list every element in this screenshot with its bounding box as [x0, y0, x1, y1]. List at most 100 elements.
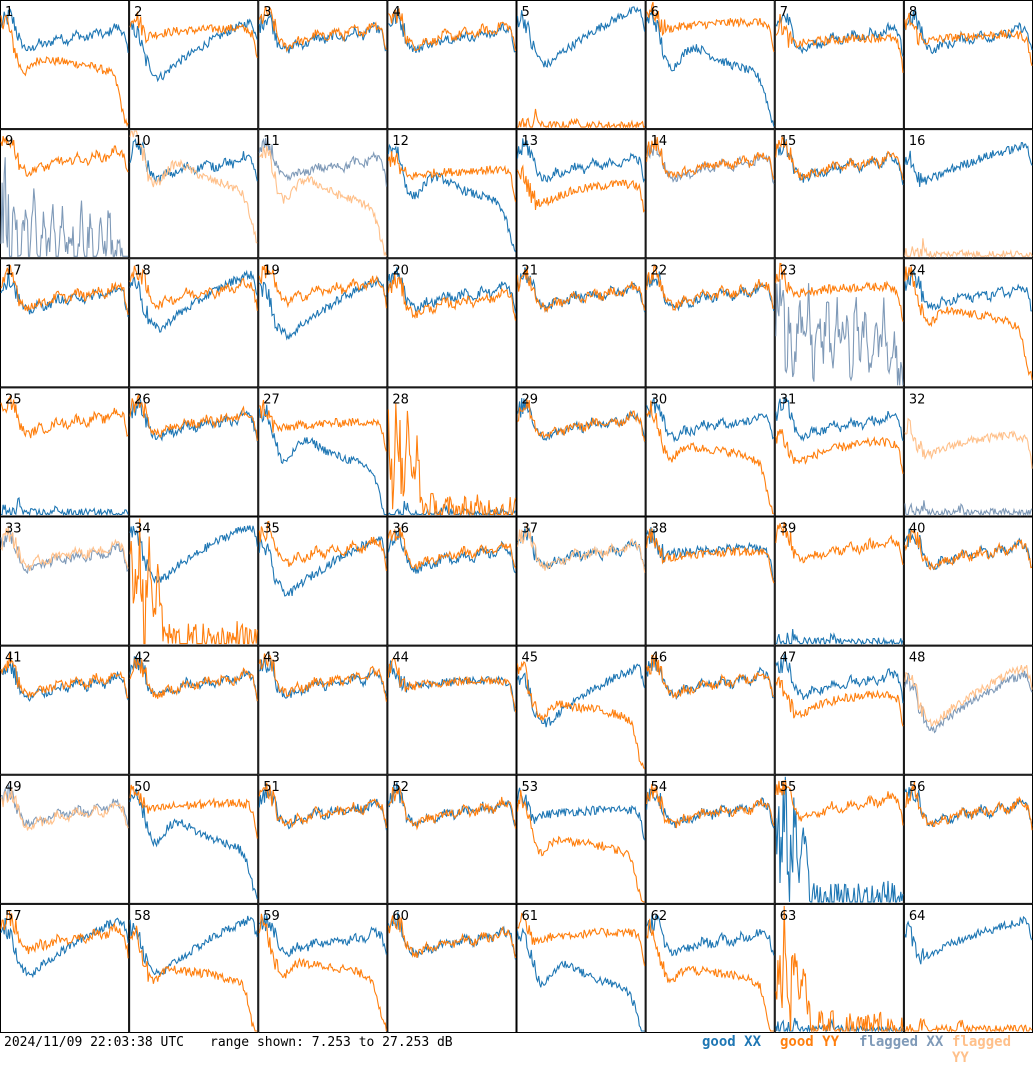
panel-52: 52 — [387, 774, 517, 904]
series-yy-line — [259, 399, 387, 452]
series-xx-line — [258, 276, 387, 341]
panel-frame — [645, 645, 775, 775]
panel-label: 55 — [780, 780, 797, 795]
series-yy-line — [517, 108, 645, 130]
series-yy-line — [387, 915, 517, 959]
panel-label: 36 — [392, 522, 409, 537]
panel-frame — [0, 0, 130, 130]
series-xx-line — [129, 396, 258, 442]
panel-frame — [0, 258, 130, 388]
series-xx-line — [387, 530, 516, 574]
series-yy-line — [259, 145, 387, 257]
panel-64: 64 — [903, 903, 1033, 1033]
panel-label: 26 — [134, 392, 151, 407]
panel-frame — [0, 516, 130, 646]
panel-frame — [387, 0, 517, 130]
panel-43: 43 — [258, 645, 388, 775]
panel-13: 13 — [516, 129, 646, 259]
series-yy-line — [646, 264, 775, 311]
panel-39: 39 — [774, 516, 904, 646]
series-xx-line — [258, 784, 387, 831]
series-yy-line — [516, 523, 646, 573]
panel-34: 34 — [129, 516, 259, 646]
panel-label: 18 — [134, 263, 151, 278]
panel-26: 26 — [129, 387, 259, 517]
series-yy-line — [904, 1018, 1033, 1033]
panel-label: 32 — [909, 392, 926, 407]
panel-label: 27 — [263, 392, 280, 407]
panel-20: 20 — [387, 258, 517, 388]
panel-label: 4 — [392, 5, 400, 20]
series-xx-line — [775, 396, 904, 442]
panel-frame — [774, 903, 904, 1033]
series-xx-line — [904, 500, 1033, 517]
panel-44: 44 — [387, 645, 517, 775]
series-xx-line — [904, 9, 1033, 55]
panel-label: 58 — [134, 909, 151, 924]
panel-label: 48 — [909, 651, 926, 666]
panel-frame — [258, 387, 388, 517]
panel-label: 46 — [651, 651, 668, 666]
series-xx-line — [129, 269, 258, 333]
series-xx-line — [775, 629, 904, 646]
panel-frame — [129, 387, 259, 517]
panel-48: 48 — [903, 645, 1033, 775]
panel-label: 12 — [392, 134, 409, 149]
panel-label: 14 — [651, 134, 668, 149]
series-yy-line — [129, 925, 258, 1032]
panel-label: 3 — [263, 5, 271, 20]
series-yy-line — [904, 12, 1033, 66]
series-yy-line — [775, 905, 904, 1033]
panel-10: 10 — [129, 129, 259, 259]
series-yy-line — [129, 394, 258, 441]
series-yy-line — [129, 784, 258, 839]
series-yy-line — [129, 265, 258, 311]
series-xx-line — [516, 787, 646, 841]
panel-label: 47 — [780, 651, 797, 666]
panel-label: 29 — [522, 392, 539, 407]
series-yy-line — [516, 265, 646, 314]
series-yy-line — [129, 130, 258, 244]
panel-50: 50 — [129, 774, 259, 904]
series-yy-line — [646, 784, 775, 829]
series-yy-line — [517, 399, 646, 442]
panel-25: 25 — [0, 387, 130, 517]
panel-30: 30 — [645, 387, 775, 517]
panel-label: 8 — [909, 5, 917, 20]
series-xx-line — [1, 497, 129, 517]
series-yy-line — [775, 429, 904, 474]
panel-frame — [258, 0, 388, 130]
series-xx-line — [258, 13, 387, 54]
panel-frame — [387, 645, 517, 775]
panel-label: 62 — [651, 909, 668, 924]
panel-58: 58 — [129, 903, 259, 1033]
panel-35: 35 — [258, 516, 388, 646]
panel-frame — [774, 645, 904, 775]
panel-frame — [387, 129, 517, 259]
panel-label: 57 — [5, 909, 22, 924]
panel-frame — [387, 903, 517, 1033]
series-xx-line — [129, 915, 258, 978]
series-yy-line — [0, 909, 129, 959]
panel-label: 51 — [263, 780, 280, 795]
panel-41: 41 — [0, 645, 130, 775]
panel-label: 50 — [134, 780, 151, 795]
panel-23: 23 — [774, 258, 904, 388]
panel-frame — [0, 774, 130, 904]
legend-flagged-xx: flagged XX — [859, 1034, 944, 1050]
panel-frame — [774, 258, 904, 388]
series-yy-line — [0, 653, 129, 699]
series-yy-line — [516, 660, 646, 770]
panel-frame — [258, 774, 388, 904]
panel-label: 10 — [134, 134, 151, 149]
panel-12: 12 — [387, 129, 517, 259]
series-xx-line — [516, 138, 646, 183]
series-yy-line — [258, 653, 387, 702]
panel-frame — [387, 516, 517, 646]
panel-label: 52 — [392, 780, 409, 795]
series-yy-line — [775, 262, 904, 322]
series-yy-line — [904, 781, 1033, 831]
panel-label: 34 — [134, 522, 151, 537]
series-xx-line — [646, 271, 775, 312]
panel-frame — [645, 258, 775, 388]
